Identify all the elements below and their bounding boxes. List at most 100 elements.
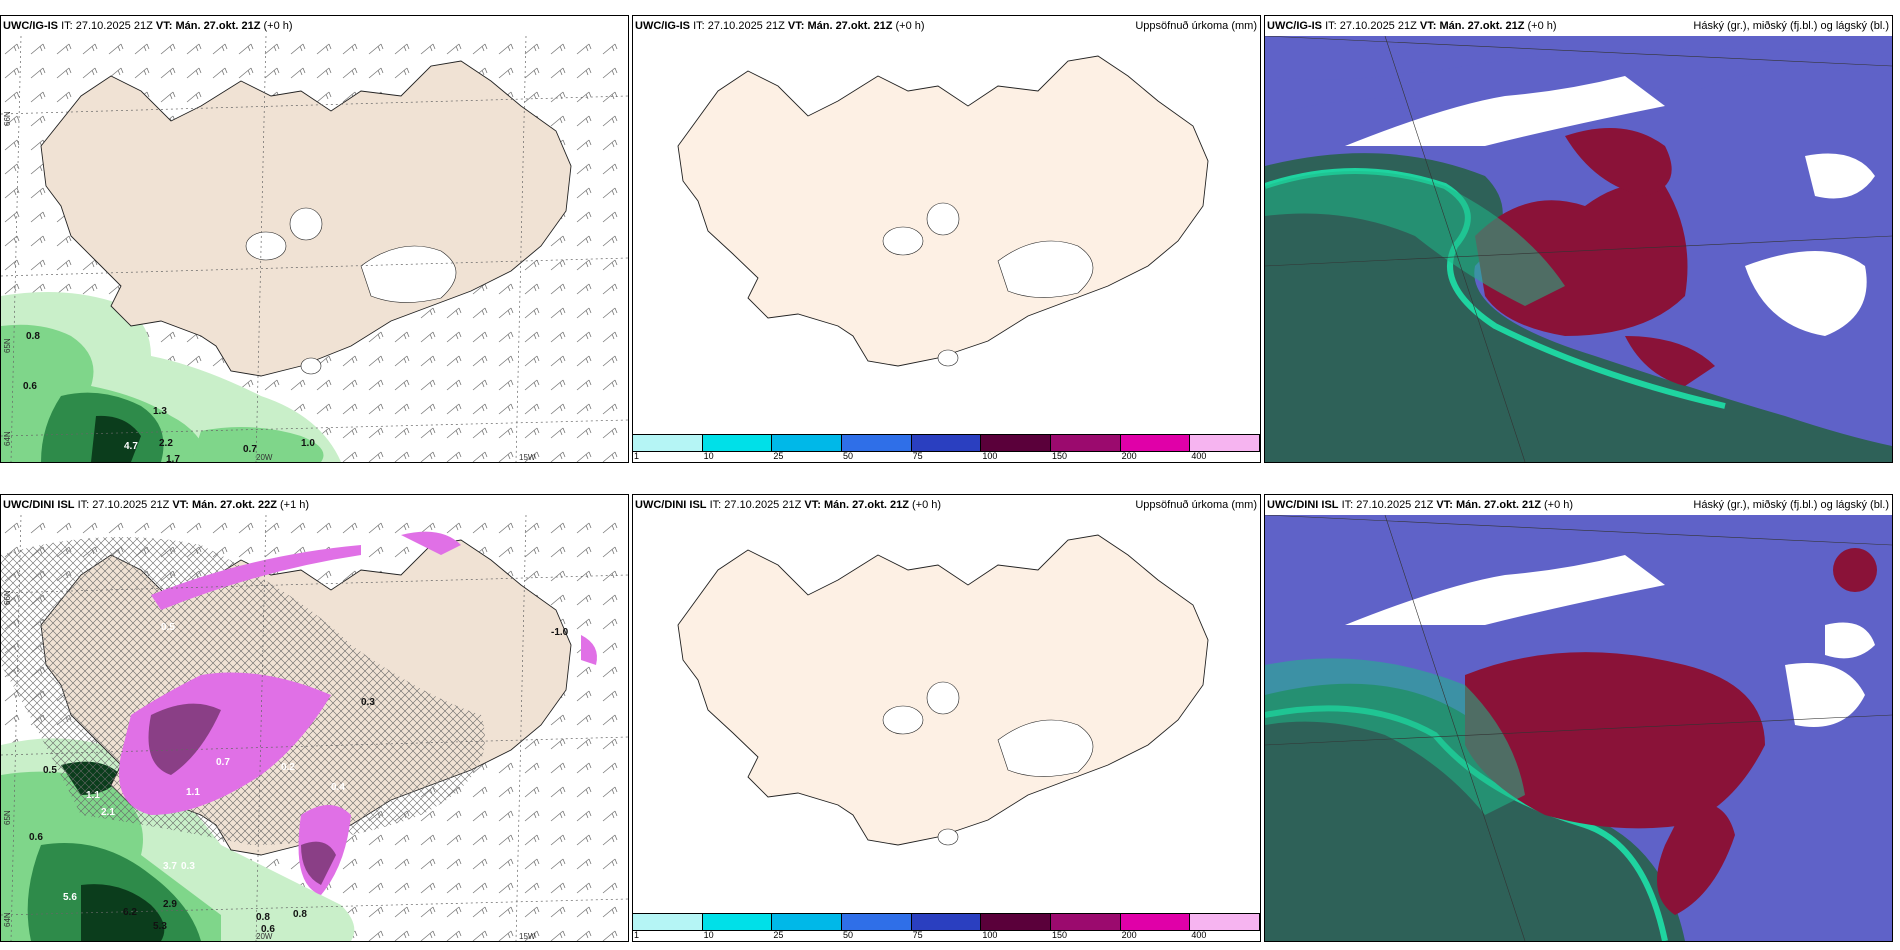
legend-swatch [633,914,703,930]
value-label: -1.0 [551,627,569,638]
legend-tick-label: 200 [1121,451,1137,461]
map-clouds-igis [1265,36,1892,462]
valid-time: Mán. 27.okt. 22Z [191,499,277,511]
lat-label: 64N [3,912,12,927]
panel-title: Uppsöfnuð úrkoma (mm) [1135,20,1257,32]
lead-time: (+0 h) [1527,20,1557,32]
init-time: 27.10.2025 21Z [1339,20,1417,32]
value-label: 1.7 [166,454,180,462]
legend-tick-label: 400 [1191,930,1207,940]
panel-wind-dini: UWC/DINI ISL IT: 27.10.2025 21Z VT: Mán.… [0,494,629,942]
value-label: 0.2 [281,762,295,773]
legend-swatch [1051,914,1121,930]
panel-header: UWC/IG-IS IT: 27.10.2025 21Z VT: Mán. 27… [1,16,628,36]
legend-swatch [1190,914,1260,930]
value-label: 0.5 [161,622,175,633]
legend-swatch [1120,914,1191,930]
model-name: UWC/DINI ISL [3,499,75,511]
lon-label: 20W [256,453,273,462]
legend-tick-label: 25 [773,451,784,461]
legend-swatch [1120,435,1191,451]
panel-title: Uppsöfnuð úrkoma (mm) [1135,499,1257,511]
vt-label: VT: [787,20,805,32]
lat-label: 64N [3,431,12,446]
legend-tick-label: 25 [773,930,784,940]
it-label: IT: [1341,499,1354,511]
value-label: 2.9 [163,899,177,910]
legend-swatch [911,914,982,930]
valid-time: Mán. 27.okt. 21Z [823,499,909,511]
value-label: 1.1 [86,790,100,801]
value-label: 0.6 [29,832,43,843]
value-label: 2.1 [101,807,115,818]
lat-label: 65N [3,338,12,353]
legend-tick-label: 100 [982,451,998,461]
valid-time: Mán. 27.okt. 21Z [807,20,893,32]
value-label: 0.8 [293,909,307,920]
model-name: UWC/DINI ISL [1267,499,1339,511]
lat-label: 66N [3,111,12,126]
model-name: UWC/IG-IS [3,20,58,32]
map-wind-dini: 0.5 0.6 1.1 2.1 3.7 0.3 5.6 6.2 5.3 2.9 … [1,515,628,941]
map-precip-igis [633,36,1260,434]
legend-swatch [842,435,912,451]
legend-tick-label: 50 [843,451,854,461]
value-label: 1.3 [153,406,167,417]
precip-legend: 1 10 25 50 75 100 150 200 400 [633,434,1260,462]
value-label: 0.7 [216,757,230,768]
vt-label: VT: [1419,20,1437,32]
legend-tick-label: 50 [843,930,854,940]
valid-time: Mán. 27.okt. 21Z [1439,20,1525,32]
value-label: 4.7 [124,441,138,452]
legend-tick-label: 400 [1191,451,1207,461]
vt-label: VT: [804,499,821,511]
model-name: UWC/IG-IS [635,20,690,32]
value-label: 0.6 [261,924,275,935]
value-label: 0.7 [243,444,257,455]
panel-header: UWC/DINI ISL IT: 27.10.2025 21Z VT: Mán.… [633,495,1260,515]
panel-precip-dini: UWC/DINI ISL IT: 27.10.2025 21Z VT: Mán.… [632,494,1261,942]
legend-swatch [911,435,982,451]
legend-swatch [981,435,1052,451]
legend-swatch [1051,435,1121,451]
legend-swatch [981,914,1052,930]
panel-clouds-dini: UWC/DINI ISL IT: 27.10.2025 21Z VT: Mán.… [1264,494,1893,942]
value-label: 3.7 [163,861,177,872]
legend-swatch [772,435,843,451]
it-label: IT: [709,499,722,511]
panel-header: UWC/DINI ISL IT: 27.10.2025 21Z VT: Mán.… [1,495,628,515]
panel-title: Háský (gr.), miðský (fj.bl.) og lágský (… [1693,20,1889,32]
panel-wind-igis: UWC/IG-IS IT: 27.10.2025 21Z VT: Mán. 27… [0,15,629,463]
it-label: IT: [61,20,73,32]
it-label: IT: [1325,20,1337,32]
lead-time: (+0 h) [263,20,293,32]
legend-swatch [1190,435,1260,451]
valid-time: Mán. 27.okt. 21Z [1455,499,1541,511]
map-precip-dini [633,515,1260,913]
legend-tick-label: 10 [703,451,714,461]
init-time: 27.10.2025 21Z [724,499,802,511]
value-label: 0.5 [43,765,57,776]
init-time: 27.10.2025 21Z [75,20,153,32]
value-label: 0.8 [256,912,270,923]
init-time: 27.10.2025 21Z [707,20,785,32]
valid-time: Mán. 27.okt. 21Z [175,20,261,32]
lat-label: 65N [3,810,12,825]
legend-tick-label: 1 [634,451,640,461]
panel-header: UWC/IG-IS IT: 27.10.2025 21Z VT: Mán. 27… [1265,16,1892,36]
value-label: 0.8 [26,331,40,342]
init-time: 27.10.2025 21Z [92,499,170,511]
it-label: IT: [693,20,705,32]
value-label: 1.0 [301,438,315,449]
legend-swatch [842,914,912,930]
legend-tick-label: 75 [912,930,923,940]
lon-label: 20W [256,932,273,941]
panel-header: UWC/DINI ISL IT: 27.10.2025 21Z VT: Mán.… [1265,495,1892,515]
init-time: 27.10.2025 21Z [1356,499,1434,511]
legend-tick-label: 100 [982,930,998,940]
vt-label: VT: [172,499,189,511]
lead-time: (+0 h) [1544,499,1574,511]
legend-tick-label: 200 [1121,930,1137,940]
value-label: 5.6 [63,892,77,903]
lead-time: (+0 h) [895,20,925,32]
